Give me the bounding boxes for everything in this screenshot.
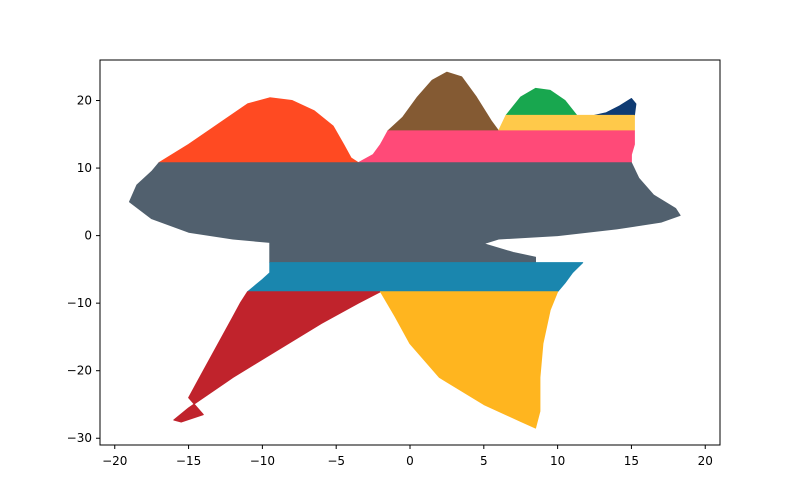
y-tick-label: −30 — [67, 431, 92, 445]
x-tick-label: −10 — [250, 454, 275, 468]
y-tick-label: −20 — [67, 364, 92, 378]
region-teal-band — [247, 262, 584, 293]
region-pink-band — [357, 130, 635, 164]
x-tick-label: −5 — [327, 454, 345, 468]
y-tick-label: −10 — [67, 296, 92, 310]
region-orange-peak — [158, 97, 359, 164]
region-slate-body — [129, 162, 681, 264]
x-tick-label: −15 — [176, 454, 201, 468]
plot-regions — [129, 71, 681, 429]
region-red-lobe — [173, 291, 381, 423]
x-tick-label: −20 — [102, 454, 127, 468]
x-tick-label: 5 — [480, 454, 488, 468]
y-tick-label: 0 — [84, 229, 92, 243]
x-tick-label: 20 — [698, 454, 713, 468]
y-axis: −30 −20 −10 0 10 20 — [67, 94, 100, 445]
region-amber-lobe — [380, 291, 559, 429]
x-axis: −20 −15 −10 −5 0 5 10 15 20 — [102, 445, 713, 468]
y-tick-label: 10 — [77, 161, 92, 175]
x-tick-label: 15 — [624, 454, 639, 468]
region-navy-peak — [594, 98, 637, 116]
x-tick-label: 0 — [406, 454, 414, 468]
x-tick-label: 10 — [550, 454, 565, 468]
region-green-peak — [505, 87, 578, 116]
region-brown-peak — [387, 71, 500, 132]
y-tick-label: 20 — [77, 94, 92, 108]
region-yellow-band-top — [498, 114, 635, 132]
